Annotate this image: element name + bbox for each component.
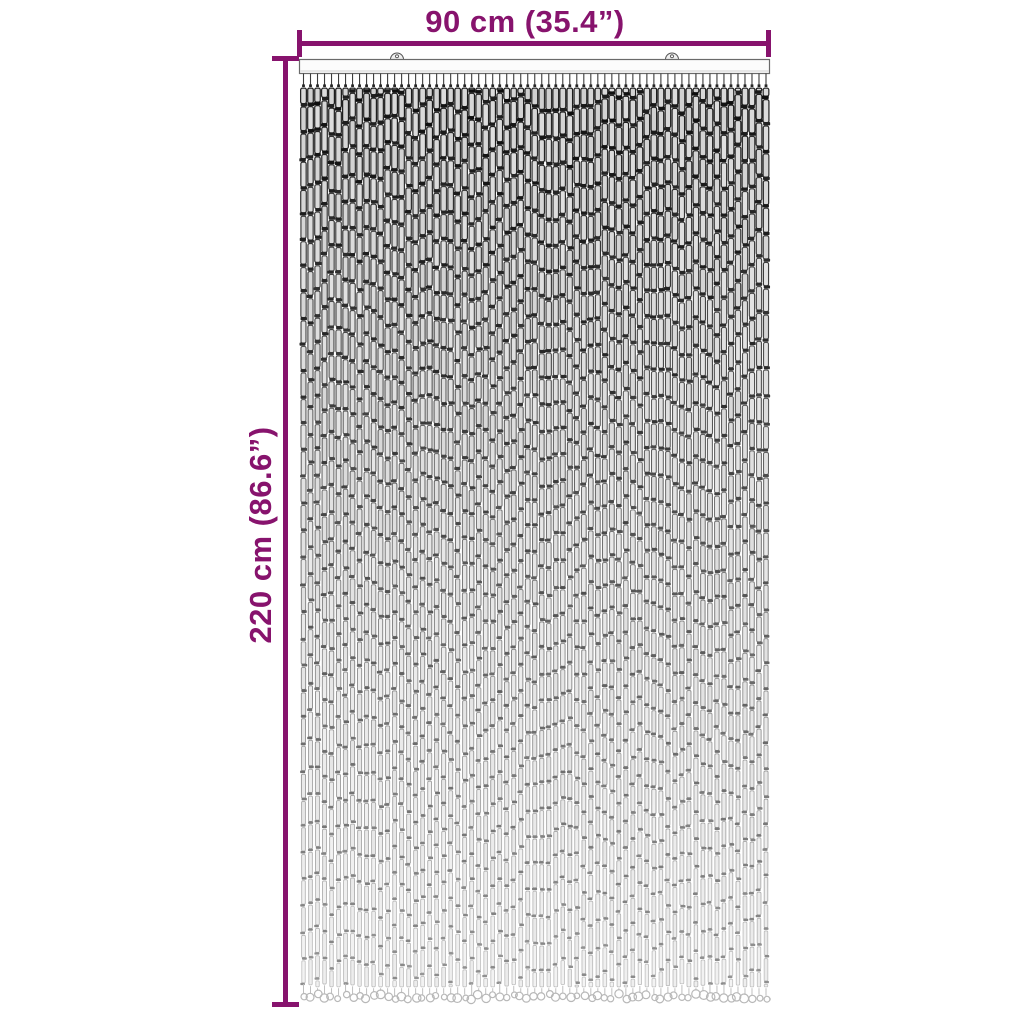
width-dimension-tick-right <box>766 30 771 57</box>
width-dimension-line <box>297 30 771 57</box>
height-dimension-label: 220 cm (86.6”) <box>243 426 278 644</box>
height-dimension-tick-top <box>272 56 299 61</box>
height-dimension-tick-bottom <box>272 1002 299 1007</box>
width-dimension-label: 90 cm (35.4”) <box>425 4 625 39</box>
width-dimension-tick-left <box>297 30 302 57</box>
height-dimension-line <box>272 56 299 1007</box>
